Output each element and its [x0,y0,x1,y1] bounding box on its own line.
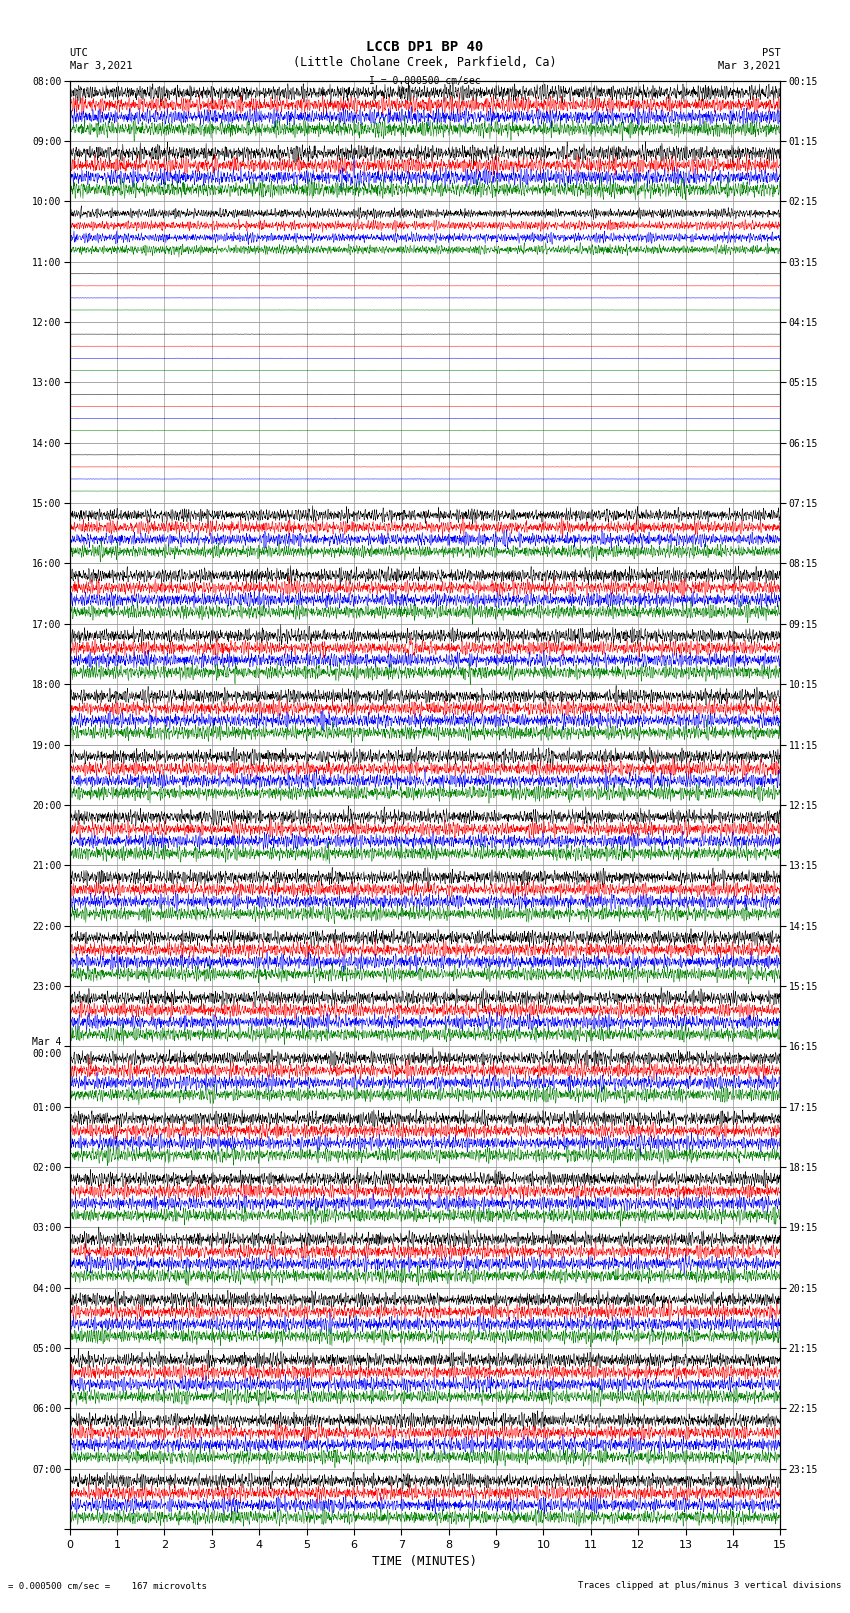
Text: Mar 3,2021: Mar 3,2021 [70,61,133,71]
X-axis label: TIME (MINUTES): TIME (MINUTES) [372,1555,478,1568]
Text: Traces clipped at plus/minus 3 vertical divisions: Traces clipped at plus/minus 3 vertical … [578,1581,842,1590]
Text: (Little Cholane Creek, Parkfield, Ca): (Little Cholane Creek, Parkfield, Ca) [293,56,557,69]
Text: UTC: UTC [70,48,88,58]
Text: I = 0.000500 cm/sec: I = 0.000500 cm/sec [369,76,481,85]
Text: Mar 3,2021: Mar 3,2021 [717,61,780,71]
Text: LCCB DP1 BP 40: LCCB DP1 BP 40 [366,40,484,55]
Text: PST: PST [762,48,780,58]
Text: = 0.000500 cm/sec =    167 microvolts: = 0.000500 cm/sec = 167 microvolts [8,1581,207,1590]
